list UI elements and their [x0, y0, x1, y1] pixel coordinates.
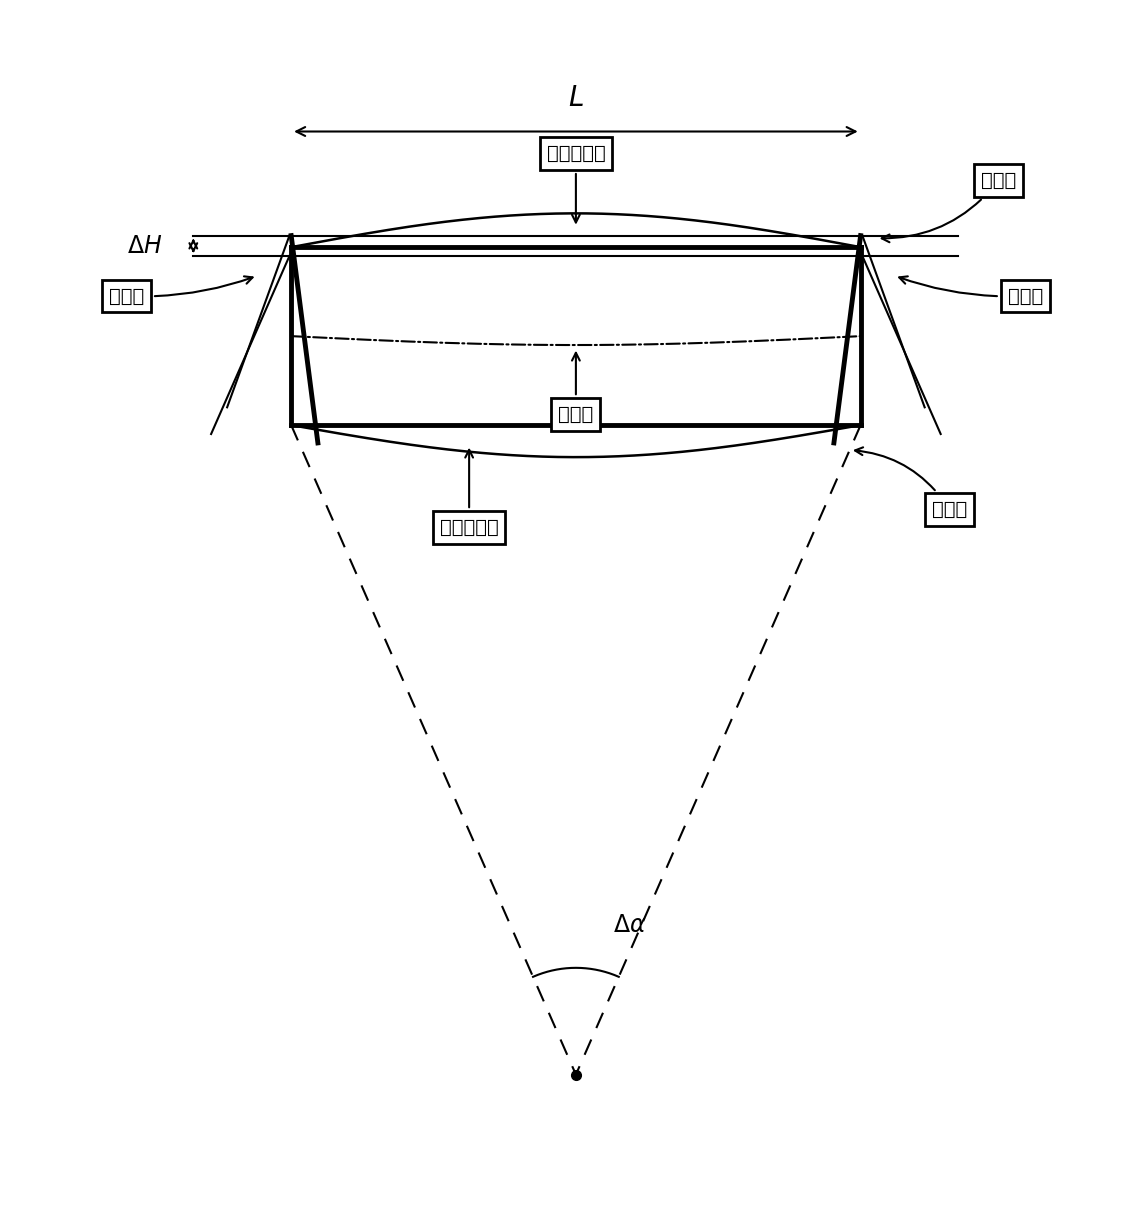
Text: $\Delta H$: $\Delta H$ [127, 233, 162, 258]
Text: 拉长量: 拉长量 [882, 171, 1016, 242]
Text: 机身下表面: 机身下表面 [440, 450, 499, 537]
Text: 自由端: 自由端 [899, 276, 1043, 306]
Text: $L$: $L$ [568, 84, 584, 112]
Text: 自由端: 自由端 [109, 276, 253, 306]
Text: 缩短量: 缩短量 [855, 447, 967, 519]
Text: 机身上表面: 机身上表面 [547, 145, 606, 222]
Text: 中性层: 中性层 [558, 352, 593, 424]
Text: $\Delta\alpha$: $\Delta\alpha$ [612, 912, 646, 937]
